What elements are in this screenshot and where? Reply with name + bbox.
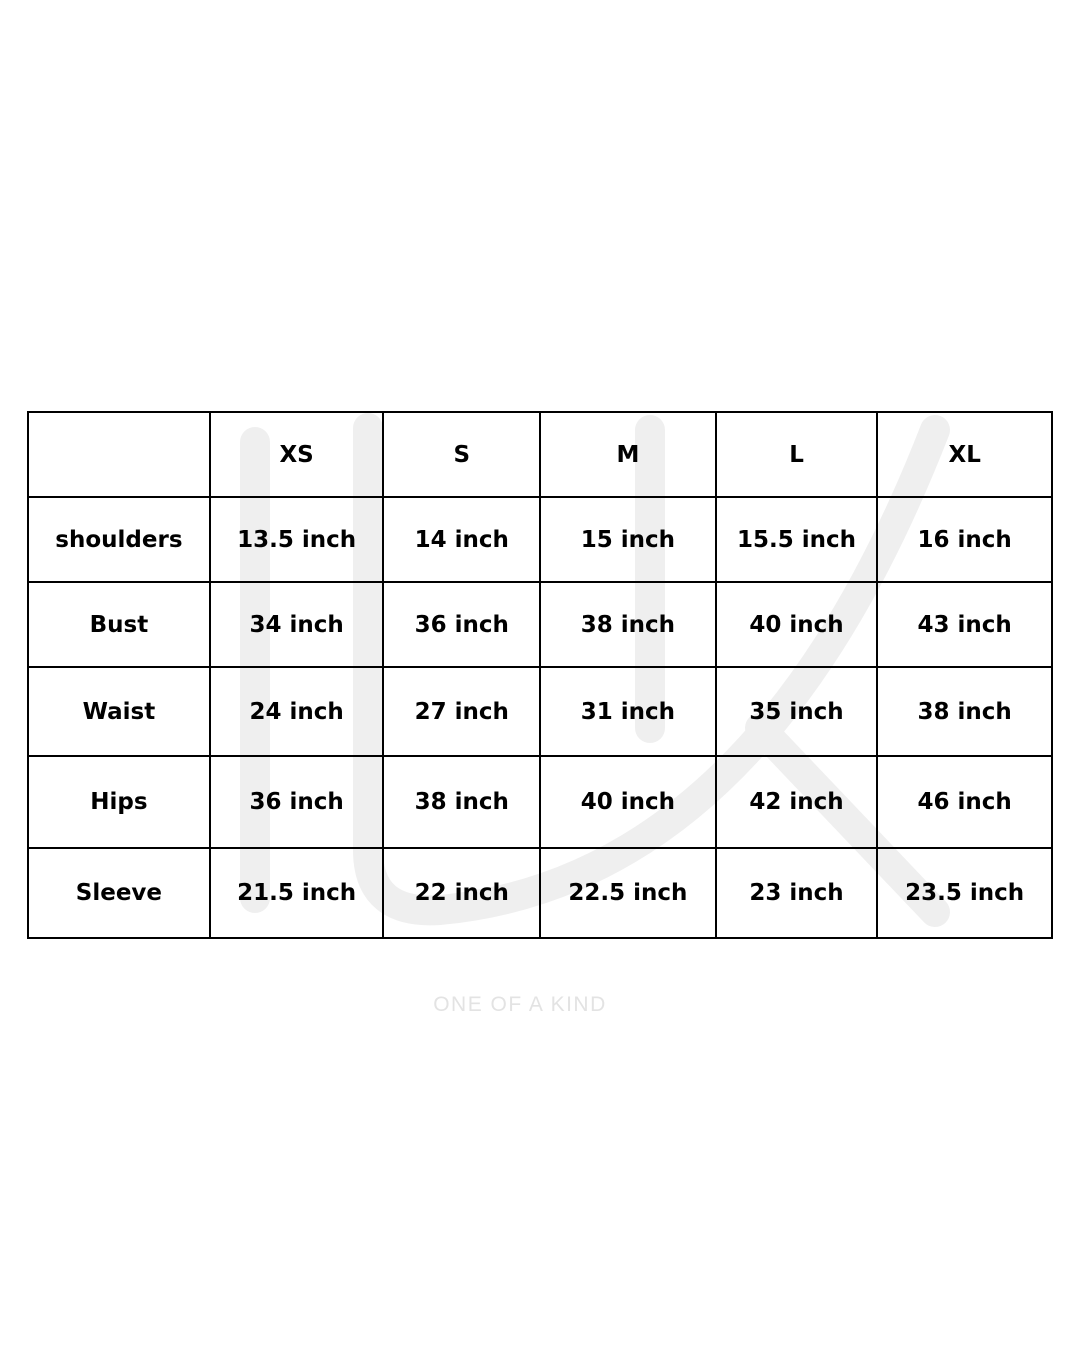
measurement-cell: 35 inch <box>714 666 879 757</box>
size-header-xs: XS <box>208 411 385 498</box>
measurement-cell: 14 inch <box>382 496 542 583</box>
table-row: Waist 24 inch 27 inch 31 inch 35 inch 38 inch <box>27 666 1053 757</box>
measurement-cell: 13.5 inch <box>208 496 385 583</box>
measurement-cell: 23 inch <box>714 847 879 939</box>
row-label: Hips <box>27 755 211 849</box>
measurement-cell: 36 inch <box>208 755 385 849</box>
table-row: Bust 34 inch 36 inch 38 inch 40 inch 43 inch <box>27 581 1053 668</box>
measurement-cell: 15.5 inch <box>714 496 879 583</box>
measurement-cell: 36 inch <box>382 581 542 668</box>
measurement-cell: 22.5 inch <box>539 847 717 939</box>
measurement-cell: 23.5 inch <box>876 847 1053 939</box>
table-row: Sleeve 21.5 inch 22 inch 22.5 inch 23 inch 23… <box>27 847 1053 939</box>
measurement-cell: 22 inch <box>382 847 542 939</box>
row-label: shoulders <box>27 496 211 583</box>
measurement-cell: 38 inch <box>539 581 717 668</box>
measurement-cell: 21.5 inch <box>208 847 385 939</box>
row-label: Waist <box>27 666 211 757</box>
measurement-cell: 27 inch <box>382 666 542 757</box>
measurement-cell: 38 inch <box>876 666 1053 757</box>
measurement-cell: 40 inch <box>714 581 879 668</box>
size-chart-table: XS S M L XL shoulders 13.5 inch 14 inch 15 inch 1… <box>27 411 1053 939</box>
measurement-cell: 40 inch <box>539 755 717 849</box>
measurement-cell: 16 inch <box>876 496 1053 583</box>
watermark-tagline: ONE OF A KIND <box>433 993 607 1016</box>
measurement-cell: 43 inch <box>876 581 1053 668</box>
measurement-cell: 24 inch <box>208 666 385 757</box>
header-row: XS S M L XL <box>27 411 1053 498</box>
measurement-cell: 42 inch <box>714 755 879 849</box>
size-header-l: L <box>714 411 879 498</box>
table-row: shoulders 13.5 inch 14 inch 15 inch 15.5 inc… <box>27 496 1053 583</box>
size-header-xl: XL <box>876 411 1053 498</box>
measurement-cell: 15 inch <box>539 496 717 583</box>
table-row: Hips 36 inch 38 inch 40 inch 42 inch 46 inch <box>27 755 1053 849</box>
measurement-cell: 34 inch <box>208 581 385 668</box>
row-label: Sleeve <box>27 847 211 939</box>
measurement-cell: 38 inch <box>382 755 542 849</box>
measurement-cell: 31 inch <box>539 666 717 757</box>
measurement-cell: 46 inch <box>876 755 1053 849</box>
corner-cell <box>27 411 211 498</box>
size-header-m: M <box>539 411 717 498</box>
row-label: Bust <box>27 581 211 668</box>
size-header-s: S <box>382 411 542 498</box>
